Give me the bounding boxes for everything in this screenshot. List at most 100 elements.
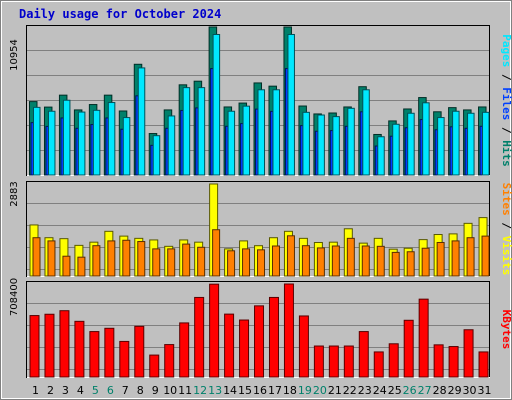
bar-sites-day-8 [137,241,146,277]
bar-sites-day-11 [182,243,191,277]
bar-kbytes-day-25 [388,343,399,378]
bar-kbytes-day-6 [104,327,115,378]
side-label-files: Files [500,87,512,120]
bar-sites-day-9 [152,248,161,277]
bar-pages-day-23 [362,89,370,176]
bar-kbytes-day-23 [358,331,369,378]
x-tick-day-13: 13 [208,384,222,397]
x-tick-day-26: 26 [403,384,417,397]
x-tick-day-12: 12 [193,384,207,397]
bar-sites-day-21 [331,245,340,277]
x-tick-day-6: 6 [107,384,114,397]
x-tick-day-10: 10 [163,384,177,397]
bar-sites-day-14 [227,250,236,277]
x-tick-day-2: 2 [47,384,54,397]
bar-kbytes-day-20 [313,345,324,378]
x-tick-day-29: 29 [448,384,462,397]
bar-kbytes-day-15 [239,319,250,378]
y-max-label: 708400 [9,278,20,316]
bar-sites-day-23 [361,245,370,277]
side-label-sites: Sites [500,183,512,216]
side-label-pages: Pages [500,34,512,67]
x-tick-day-15: 15 [238,384,252,397]
bar-kbytes-day-9 [149,354,160,378]
side-label-kbytes: KBytes [500,310,512,350]
bar-sites-day-29 [451,240,460,277]
bar-kbytes-day-18 [283,283,294,378]
bar-pages-day-24 [377,136,385,176]
bar-pages-day-16 [257,89,266,176]
bar-pages-day-7 [122,117,131,176]
x-tick-day-19: 19 [298,384,312,397]
bar-kbytes-day-13 [209,283,220,378]
bar-kbytes-day-10 [164,344,175,378]
bar-kbytes-day-24 [373,351,384,378]
bar-sites-day-31 [481,235,490,277]
x-tick-day-24: 24 [373,384,387,397]
x-tick-day-22: 22 [343,384,357,397]
bar-sites-day-17 [271,245,280,277]
x-tick-day-30: 30 [463,384,477,397]
x-tick-day-7: 7 [122,384,129,397]
bar-pages-day-2 [47,110,56,176]
bar-sites-day-27 [421,247,430,277]
bar-sites-day-30 [466,237,475,277]
bar-sites-day-10 [167,248,176,277]
bar-pages-day-30 [467,112,475,176]
y-max-label: 10954 [9,39,20,71]
x-tick-day-4: 4 [77,384,84,397]
x-tick-day-28: 28 [433,384,447,397]
bar-pages-day-12 [197,87,206,176]
bar-pages-day-11 [182,87,191,176]
bar-pages-day-31 [482,111,490,176]
bar-sites-day-22 [346,237,355,277]
x-tick-day-1: 1 [32,384,39,397]
x-tick-day-27: 27 [418,384,432,397]
bar-kbytes-day-22 [343,345,354,378]
x-tick-day-14: 14 [223,384,237,397]
bar-kbytes-day-1 [29,315,40,378]
bar-sites-day-24 [376,245,385,277]
bar-sites-day-3 [62,255,71,277]
bar-kbytes-day-26 [403,319,414,378]
x-tick-day-3: 3 [62,384,69,397]
bar-sites-day-19 [301,245,310,277]
bar-kbytes-day-19 [298,315,309,378]
bar-kbytes-day-7 [119,340,130,378]
bar-sites-day-4 [77,256,86,277]
bar-kbytes-day-11 [179,322,190,378]
side-label: Sites / Visits [500,183,512,276]
side-label-visits: Visits [500,236,512,276]
bar-sites-day-15 [242,248,251,277]
bar-sites-day-18 [286,235,295,277]
x-tick-day-25: 25 [388,384,402,397]
bar-sites-day-1 [32,237,41,277]
bar-sites-day-12 [197,246,206,277]
x-tick-day-18: 18 [283,384,297,397]
side-label-hits: Hits [500,140,512,167]
bar-pages-day-3 [62,99,71,176]
bar-pages-day-27 [422,102,430,176]
bar-pages-day-4 [77,111,86,176]
bar-pages-day-14 [227,110,236,176]
bar-kbytes-day-28 [433,344,444,378]
x-tick-day-23: 23 [358,384,372,397]
x-tick-day-5: 5 [92,384,99,397]
x-tick-day-31: 31 [478,384,492,397]
bar-sites-day-20 [316,247,325,277]
x-tick-day-20: 20 [313,384,327,397]
bar-pages-day-18 [287,33,295,176]
bar-kbytes-day-12 [194,296,205,378]
bar-pages-day-29 [452,110,460,176]
bar-kbytes-day-21 [328,345,339,378]
bar-pages-day-20 [317,114,325,176]
bar-sites-day-16 [257,249,266,277]
bar-kbytes-day-31 [478,351,489,378]
bar-pages-day-21 [332,116,340,176]
bar-sites-day-5 [92,245,101,277]
bar-pages-day-19 [302,111,310,176]
x-tick-day-17: 17 [268,384,282,397]
